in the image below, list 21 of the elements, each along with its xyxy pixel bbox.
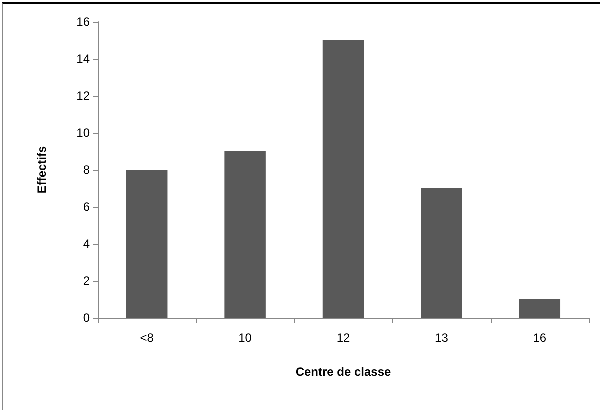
- x-tick-label: 16: [533, 331, 547, 345]
- y-tick-label: 8: [83, 163, 90, 177]
- bar: [421, 188, 462, 318]
- y-tick-label: 10: [76, 126, 90, 140]
- x-tick-label: 12: [336, 331, 350, 345]
- x-tick-label: 13: [435, 331, 449, 345]
- bar: [224, 152, 266, 318]
- y-tick-label: 6: [83, 200, 90, 214]
- x-axis-title: Centre de classe: [296, 365, 392, 379]
- bar: [126, 170, 168, 318]
- y-tick-label: 2: [83, 274, 90, 288]
- y-tick-label: 14: [76, 52, 90, 66]
- y-tick-label: 0: [83, 311, 90, 325]
- x-tick-label: <8: [140, 331, 154, 345]
- y-tick-label: 4: [83, 237, 90, 251]
- y-tick-label: 16: [76, 15, 90, 29]
- y-tick-label: 12: [76, 89, 90, 103]
- y-axis-title: Effectifs: [35, 146, 49, 194]
- bar: [519, 300, 561, 318]
- bar: [322, 40, 364, 318]
- x-tick-label: 10: [238, 331, 252, 345]
